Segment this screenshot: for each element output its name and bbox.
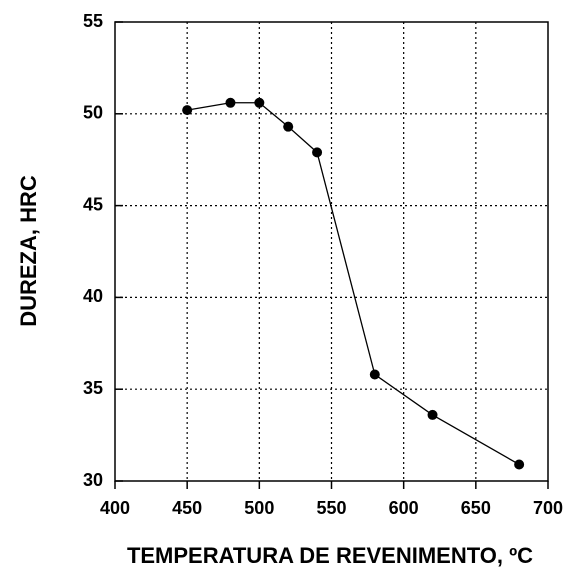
x-tick-label: 500 (244, 498, 274, 518)
x-tick-label: 700 (533, 498, 563, 518)
y-tick-label: 35 (83, 378, 103, 398)
x-tick-label: 550 (316, 498, 346, 518)
y-tick-label: 55 (83, 11, 103, 31)
data-point (369, 369, 380, 380)
data-point (283, 121, 294, 132)
data-line (187, 102, 520, 466)
x-tick-label: 400 (100, 498, 130, 518)
y-tick-label: 45 (83, 194, 103, 214)
data-point (182, 105, 193, 116)
y-tick-label: 50 (83, 103, 103, 123)
data-point (312, 147, 323, 158)
data-point (427, 409, 438, 420)
x-axis-title: TEMPERATURA DE REVENIMENTO, ºC (127, 543, 533, 568)
x-tick-label: 450 (172, 498, 202, 518)
y-axis-title: DUREZA, HRC (16, 175, 41, 327)
data-point (514, 459, 525, 470)
data-point (225, 97, 236, 108)
y-tick-label: 30 (83, 470, 103, 490)
x-tick-label: 600 (389, 498, 419, 518)
x-tick-label: 650 (461, 498, 491, 518)
y-tick-label: 40 (83, 286, 103, 306)
data-point (254, 97, 265, 108)
